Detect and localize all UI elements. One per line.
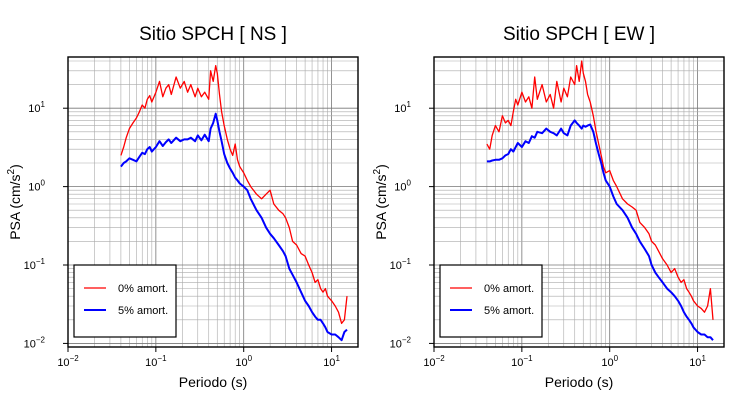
x-tick-label: 10−2 — [423, 354, 445, 369]
x-tick-exp: 1 — [701, 354, 706, 363]
y-tick-label: 10−1 — [390, 257, 412, 272]
x-tick-base: 10 — [689, 357, 701, 369]
y-tick-label: 10−1 — [24, 257, 46, 272]
legend-label: 5% amort. — [484, 305, 534, 317]
chart-title: Sitio SPCH [ NS ] — [139, 24, 287, 45]
y-tick-label: 101 — [394, 100, 411, 115]
legend: 0% amort. 5% amort. — [439, 264, 543, 338]
x-tick-base: 10 — [235, 357, 247, 369]
y-axis-label-close: ) — [7, 164, 23, 169]
y-axis-label-main: PSA (cm/s — [373, 174, 389, 239]
y-tick-base: 10 — [390, 260, 402, 272]
y-tick-exp: −2 — [402, 335, 412, 344]
x-tick-label: 10−1 — [511, 354, 533, 369]
x-tick-exp: −1 — [523, 354, 533, 363]
legend-box — [73, 264, 177, 338]
x-tick-base: 10 — [323, 357, 335, 369]
y-tick-base: 10 — [390, 338, 402, 350]
x-axis-label: Periodo (s) — [545, 374, 613, 390]
y-tick-label: 10−2 — [390, 335, 412, 350]
y-tick-base: 10 — [24, 338, 36, 350]
x-tick-label: 101 — [689, 354, 706, 369]
series-line-damping-0 — [120, 64, 348, 325]
plot-frame — [433, 56, 725, 348]
y-tick-exp: −2 — [36, 335, 46, 344]
y-axis-label-main: PSA (cm/s — [7, 174, 23, 239]
legend-label: 5% amort. — [118, 305, 168, 317]
chart-panel-ew: Sitio SPCH [ EW ]10−2 10−1 100 10110−210−11… — [372, 24, 725, 390]
x-tick-exp: 0 — [248, 354, 253, 363]
x-tick-exp: −1 — [157, 354, 167, 363]
x-tick-base: 10 — [511, 357, 523, 369]
x-tick-label: 100 — [235, 354, 252, 369]
legend-label: 0% amort. — [484, 283, 534, 295]
series-line-damping-0 — [486, 60, 714, 320]
x-tick-base: 10 — [57, 357, 69, 369]
x-tick-label: 10−1 — [145, 354, 167, 369]
y-axis-label: PSA (cm/s2) — [6, 164, 23, 240]
y-axis-label-sup: 2 — [6, 168, 17, 174]
y-tick-base: 10 — [24, 260, 36, 272]
legend-box — [439, 264, 543, 338]
y-tick-base: 10 — [28, 182, 40, 194]
chart-panel-ns: Sitio SPCH [ NS ]10−2 10−1 100 10110−210−11… — [6, 24, 359, 390]
x-tick-exp: −2 — [436, 354, 446, 363]
x-axis-label: Periodo (s) — [179, 374, 247, 390]
y-tick-label: 100 — [394, 179, 411, 194]
chart-title: Sitio SPCH [ EW ] — [503, 24, 655, 45]
y-tick-label: 101 — [28, 100, 45, 115]
y-axis-label-close: ) — [373, 164, 389, 169]
series-line-damping-5 — [486, 119, 714, 341]
x-tick-base: 10 — [145, 357, 157, 369]
y-tick-exp: 0 — [407, 179, 412, 188]
x-tick-base: 10 — [601, 357, 613, 369]
x-tick-label: 101 — [323, 354, 340, 369]
plot-frame — [67, 56, 359, 348]
y-axis-label-sup: 2 — [372, 168, 383, 174]
legend: 0% amort. 5% amort. — [73, 264, 177, 338]
y-tick-exp: 1 — [407, 100, 412, 109]
series-line-damping-5 — [120, 112, 348, 342]
y-tick-exp: −1 — [402, 257, 412, 266]
x-tick-exp: 0 — [614, 354, 619, 363]
x-tick-exp: −2 — [70, 354, 80, 363]
y-tick-exp: 0 — [41, 179, 46, 188]
y-tick-label: 10−2 — [24, 335, 46, 350]
y-tick-base: 10 — [394, 103, 406, 115]
y-tick-exp: 1 — [41, 100, 46, 109]
y-axis-label: PSA (cm/s2) — [372, 164, 389, 240]
x-tick-exp: 1 — [335, 354, 340, 363]
y-tick-base: 10 — [28, 103, 40, 115]
x-tick-base: 10 — [423, 357, 435, 369]
x-tick-label: 100 — [601, 354, 618, 369]
x-tick-label: 10−2 — [57, 354, 79, 369]
y-tick-label: 100 — [28, 179, 45, 194]
y-tick-base: 10 — [394, 182, 406, 194]
legend-label: 0% amort. — [118, 283, 168, 295]
y-tick-exp: −1 — [36, 257, 46, 266]
